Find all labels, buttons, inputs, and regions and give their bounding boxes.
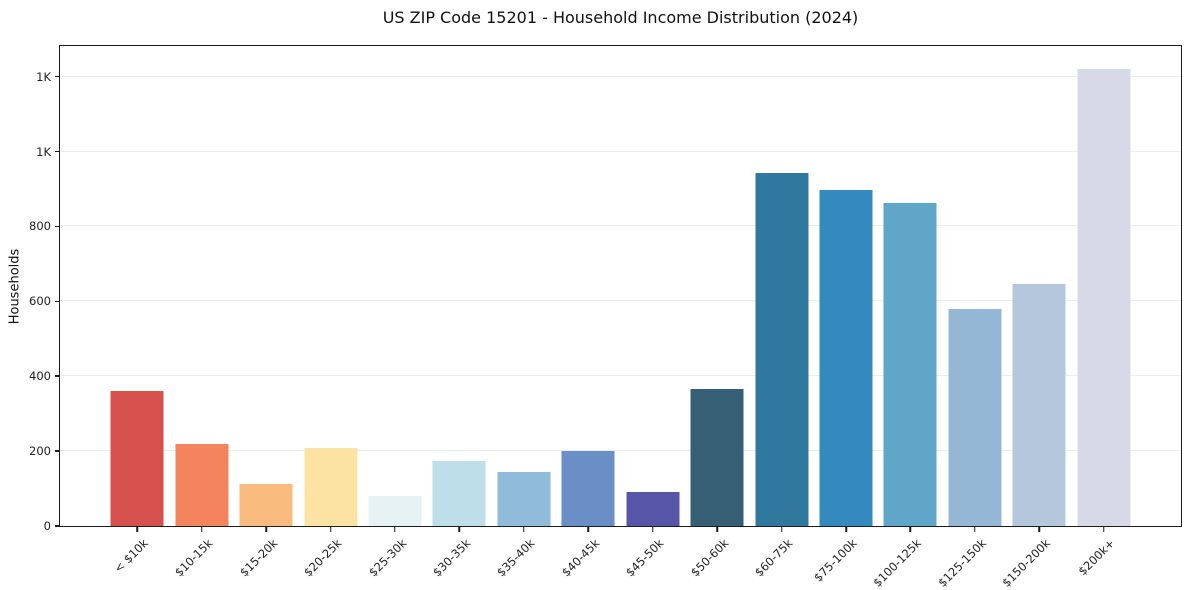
x-tick-mark <box>909 527 912 532</box>
bar-slot: $45-50k <box>621 46 685 579</box>
bar-slot: $10-15k <box>169 46 233 579</box>
bar <box>561 451 615 526</box>
x-tick-mark <box>780 527 783 532</box>
y-tick-label: 0 <box>43 519 51 533</box>
bar-slot: $50-60k <box>685 46 749 579</box>
y-tick-mark <box>55 300 60 303</box>
gridline <box>60 150 1181 152</box>
x-tick-label: $25-30k <box>365 536 409 580</box>
bar <box>819 190 873 526</box>
x-tick-label: $200k+ <box>1075 536 1118 579</box>
bar-slot: $15-20k <box>234 46 298 579</box>
x-tick-mark <box>523 527 525 532</box>
x-tick-label: $125-150k <box>935 536 989 590</box>
x-tick-mark <box>1103 527 1105 532</box>
y-tick-label: 400 <box>29 369 51 384</box>
bar-slot: $20-25k <box>298 46 362 579</box>
x-tick-mark <box>136 527 138 532</box>
y-tick-label: 200 <box>29 444 51 459</box>
bar <box>626 492 680 526</box>
bar <box>1077 68 1131 526</box>
y-tick-mark <box>55 525 60 527</box>
bar <box>432 460 486 526</box>
bar <box>175 443 229 526</box>
bar-slot: $30-35k <box>427 46 491 579</box>
bar <box>497 471 551 526</box>
x-tick-label: $10-15k <box>172 536 216 580</box>
bar <box>239 484 293 526</box>
bar <box>883 202 937 526</box>
x-tick-mark <box>651 527 654 532</box>
x-tick-label: $100-125k <box>870 536 925 590</box>
bar <box>690 388 744 526</box>
chart-title: US ZIP Code 15201 - Household Income Dis… <box>382 8 859 27</box>
x-tick-mark <box>845 527 847 532</box>
bar-series: < $10k $10-15k $15-20k $20-25k $25-30k $30-35… <box>60 46 1181 590</box>
x-tick-label: $40-45k <box>558 536 603 580</box>
x-tick-label: < $10k <box>111 536 152 576</box>
y-tick-mark <box>55 375 60 377</box>
bar-slot: $125-150k <box>935 46 1007 590</box>
x-tick-label: $35-40k <box>494 536 538 580</box>
bar-slot: $75-100k <box>811 46 878 585</box>
bar <box>368 496 422 526</box>
gridline <box>60 75 1181 77</box>
x-tick-mark <box>587 527 590 532</box>
bar <box>110 391 164 526</box>
bar-slot: $60-75k <box>749 46 813 579</box>
x-tick-label: $60-75k <box>752 536 796 580</box>
gridline <box>60 300 1181 302</box>
gridline <box>60 375 1181 377</box>
x-tick-label: $45-50k <box>623 536 667 580</box>
plot-area: 0 200 400 600 800 1K 1K < $10k $10-15k $15-20k $2… <box>29 45 1182 590</box>
y-tick-label: 600 <box>29 294 51 309</box>
y-tick-mark <box>55 225 60 228</box>
bar <box>755 172 809 526</box>
x-tick-mark <box>265 527 267 532</box>
gridline <box>60 225 1181 227</box>
x-tick-mark <box>329 527 332 532</box>
x-tick-label: $15-20k <box>236 536 280 580</box>
bar-slot: $25-30k <box>363 46 427 579</box>
x-tick-mark <box>394 527 396 532</box>
bar <box>948 308 1002 526</box>
bar <box>1012 284 1066 526</box>
x-tick-mark <box>974 527 976 532</box>
x-tick-mark <box>716 527 718 532</box>
y-tick-label: 800 <box>29 219 51 234</box>
y-axis-label-wrap: Households <box>6 45 24 527</box>
y-tick-label: 1K <box>36 69 51 84</box>
x-tick-mark <box>1038 527 1041 532</box>
y-tick-mark <box>55 450 60 452</box>
x-tick-mark <box>200 527 203 532</box>
bar <box>304 448 358 526</box>
gridline <box>60 450 1181 452</box>
bar-slot: $200k+ <box>1072 46 1136 578</box>
x-tick-label: $50-60k <box>687 536 732 580</box>
y-tick-mark <box>55 150 60 153</box>
x-tick-label: $75-100k <box>811 536 860 585</box>
bar-slot: $40-45k <box>556 46 620 579</box>
y-tick-mark <box>55 75 60 78</box>
y-tick-label: 1K <box>36 144 51 159</box>
bar-slot: < $10k <box>105 46 169 576</box>
bar-slot: $35-40k <box>492 46 556 579</box>
x-tick-label: $30-35k <box>429 536 474 580</box>
bar-slot: $150-200k <box>999 46 1071 590</box>
x-tick-label: $20-25k <box>301 536 345 580</box>
x-tick-label: $150-200k <box>999 536 1054 590</box>
y-axis-label: Households <box>7 248 23 324</box>
bar-slot: $100-125k <box>871 46 942 590</box>
x-tick-mark <box>458 527 461 532</box>
